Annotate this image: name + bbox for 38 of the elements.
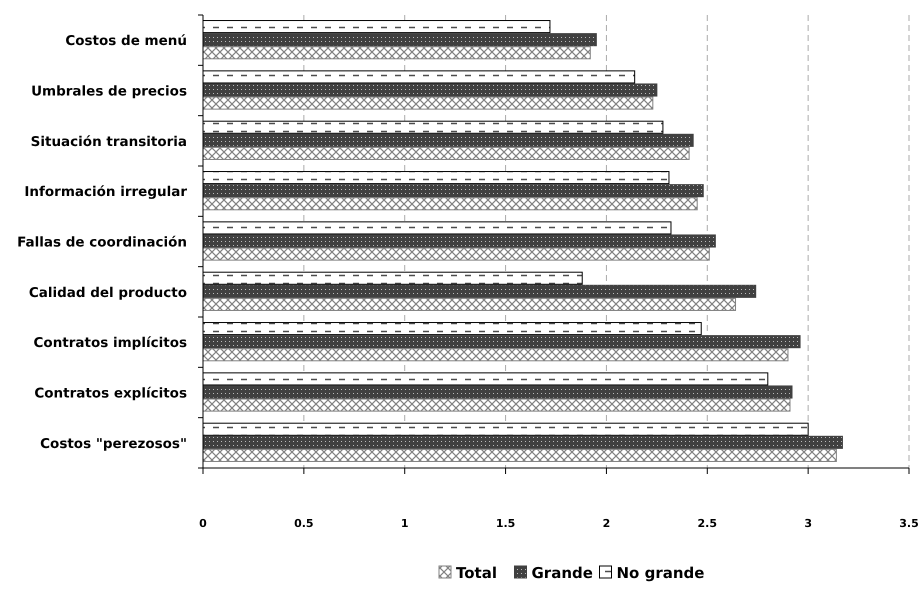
- x-tick-label: 2: [602, 517, 610, 530]
- bar: [202, 146, 690, 160]
- bar: [202, 46, 591, 60]
- bar: [202, 83, 658, 97]
- y-tick-label: Costos "perezosos": [40, 436, 187, 452]
- x-tick-label: 2.5: [698, 517, 718, 530]
- bar: [202, 398, 790, 412]
- y-tick-label: Costos de menú: [65, 33, 187, 50]
- y-tick-label: Información irregular: [24, 184, 188, 200]
- bar: [202, 248, 710, 261]
- legend-label: Total: [456, 564, 497, 582]
- legend-label: Grande: [532, 564, 593, 582]
- y-tick-label: Fallas de coordinación: [17, 234, 187, 250]
- x-tick-label: 0: [199, 517, 208, 530]
- y-tick-label: Situación transitoria: [30, 134, 187, 150]
- bar: [202, 197, 698, 210]
- bar: [202, 234, 716, 248]
- bar: [202, 335, 801, 348]
- bar: [202, 298, 736, 311]
- x-tick-label: 3.5: [899, 517, 919, 530]
- y-tick-label: Umbrales de precios: [31, 84, 187, 100]
- bar: [202, 284, 756, 298]
- x-tick-label: 0.5: [294, 517, 314, 530]
- bar: [202, 96, 654, 110]
- bar: [202, 33, 597, 46]
- y-tick-label: Calidad del producto: [28, 284, 187, 301]
- bar: [202, 385, 793, 399]
- bar: [202, 184, 704, 198]
- x-tick-label: 1.5: [496, 517, 516, 530]
- y-tick-label: Contratos explícitos: [34, 386, 187, 402]
- x-tick-label: 3: [804, 517, 812, 530]
- x-tick-label: 1: [400, 517, 409, 530]
- legend-label: No grande: [616, 564, 704, 582]
- bar: [202, 448, 837, 462]
- y-tick-label: Contratos implícitos: [34, 335, 187, 352]
- bar: [202, 348, 788, 362]
- bar: [202, 436, 843, 449]
- bar: [202, 134, 694, 147]
